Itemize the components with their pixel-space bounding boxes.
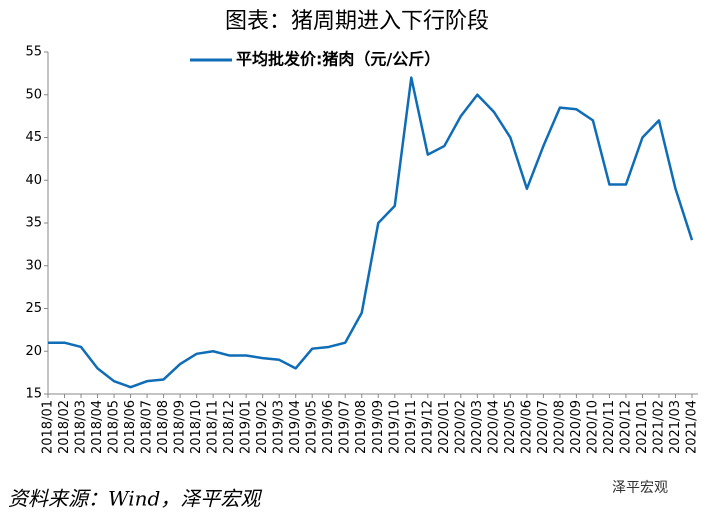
x-tick-label: 2020/11 (602, 400, 617, 454)
x-tick-label: 2020/12 (618, 400, 633, 454)
x-tick-label: 2020/05 (503, 400, 518, 454)
x-tick-label: 2019/05 (305, 400, 320, 454)
x-tick-label: 2020/08 (552, 400, 567, 454)
y-tick-label: 35 (25, 216, 42, 231)
x-tick-label: 2020/06 (519, 400, 534, 454)
y-tick-label: 20 (25, 344, 42, 359)
x-tick-label: 2020/09 (569, 400, 584, 454)
x-tick-label: 2020/01 (437, 400, 452, 454)
x-tick-label: 2021/01 (635, 400, 650, 454)
x-tick-label: 2020/07 (536, 400, 551, 454)
x-tick-label: 2021/04 (685, 400, 700, 454)
y-tick-label: 25 (25, 301, 42, 316)
x-tick-label: 2019/02 (255, 400, 270, 454)
x-tick-label: 2019/10 (387, 400, 402, 454)
x-tick-label: 2020/03 (470, 400, 485, 454)
legend-label: 平均批发价:猪肉（元/公斤） (236, 50, 440, 69)
chart-title: 图表：猪周期进入下行阶段 (225, 9, 489, 34)
x-tick-label: 2018/08 (156, 400, 171, 454)
x-tick-label: 2019/03 (272, 400, 287, 454)
y-tick-label: 50 (25, 87, 42, 102)
y-tick-label: 45 (25, 130, 42, 145)
watermark: 泽平宏观 (612, 480, 668, 496)
x-tick-label: 2019/04 (288, 400, 303, 454)
x-tick-label: 2021/02 (651, 400, 666, 454)
x-tick-label: 2019/08 (354, 400, 369, 454)
x-tick-label: 2020/02 (453, 400, 468, 454)
y-tick-label: 40 (25, 173, 42, 188)
y-tick-label: 55 (25, 45, 42, 60)
x-tick-label: 2018/01 (41, 400, 56, 454)
x-tick-label: 2020/10 (585, 400, 600, 454)
x-tick-label: 2018/05 (107, 400, 122, 454)
source: 资料来源：Wind，泽平宏观 (8, 487, 262, 511)
x-tick-label: 2021/03 (668, 400, 683, 454)
data-line (48, 76, 694, 389)
x-tick-label: 2019/09 (371, 400, 386, 454)
y-tick-label: 30 (25, 258, 42, 273)
x-tick-label: 2018/03 (74, 400, 89, 454)
x-tick-label: 2019/06 (321, 400, 336, 454)
x-tick-label: 2018/09 (173, 400, 188, 454)
x-tick-label: 2019/07 (338, 400, 353, 454)
x-tick-label: 2020/04 (486, 400, 501, 454)
x-tick-label: 2018/10 (189, 400, 204, 454)
x-tick-label: 2018/11 (206, 400, 221, 454)
x-tick-label: 2019/01 (239, 400, 254, 454)
x-tick-label: 2018/02 (57, 400, 72, 454)
x-tick-label: 2019/11 (404, 400, 419, 454)
x-tick-label: 2018/12 (222, 400, 237, 454)
x-tick-label: 2018/04 (90, 400, 105, 454)
x-tick-label: 2019/12 (420, 400, 435, 454)
x-tick-label: 2018/07 (140, 400, 155, 454)
x-tick-label: 2018/06 (123, 400, 138, 454)
y-tick-label: 15 (25, 387, 42, 402)
